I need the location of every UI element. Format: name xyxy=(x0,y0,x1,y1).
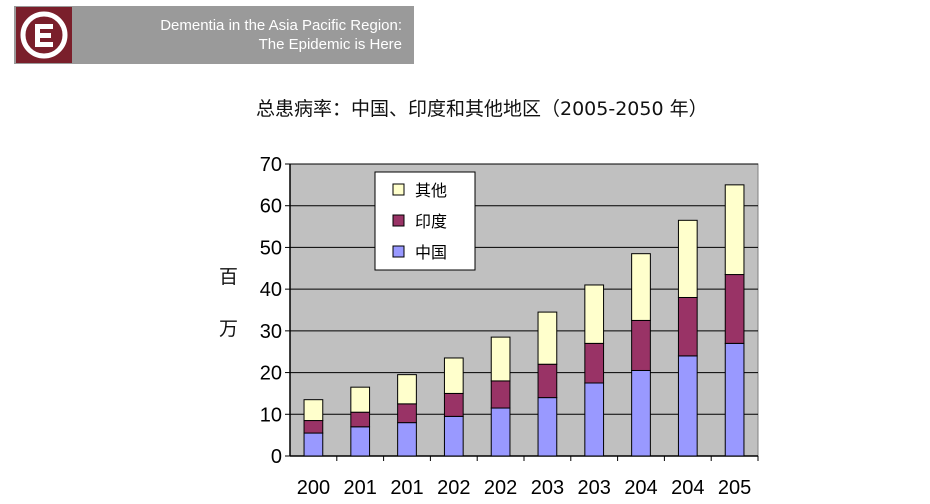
x-tick-label: 202 xyxy=(437,477,470,499)
legend-swatch xyxy=(392,245,405,258)
bar-segment xyxy=(724,274,745,344)
legend-swatch xyxy=(392,183,405,196)
e-logo-icon xyxy=(16,7,72,63)
bar-segment xyxy=(303,399,324,422)
header-title: Dementia in the Asia Pacific Region: The… xyxy=(72,16,414,54)
header-banner: Dementia in the Asia Pacific Region: The… xyxy=(14,6,414,64)
bar-segment xyxy=(397,422,417,457)
legend xyxy=(374,171,476,271)
y-tick-label: 20 xyxy=(260,363,282,385)
chart-title: 总患病率：中国、印度和其他地区（2005-2050 年） xyxy=(256,98,708,120)
bar-segment xyxy=(631,253,651,321)
y-tick-label: 60 xyxy=(260,196,282,218)
bar-segment xyxy=(677,355,698,457)
x-tick-label: 203 xyxy=(578,477,611,499)
bar-segment xyxy=(584,382,605,457)
legend-swatch xyxy=(392,214,405,227)
bar-segment xyxy=(350,386,371,413)
x-tick-label: 201 xyxy=(390,477,423,499)
y-axis-label-char2: 万 xyxy=(219,318,239,340)
header-title-line2: The Epidemic is Here xyxy=(258,36,402,53)
x-tick-label: 202 xyxy=(484,477,517,499)
y-tick-label: 30 xyxy=(260,321,282,343)
bar-segment xyxy=(443,392,464,417)
y-tick-label: 40 xyxy=(260,279,282,301)
bar-segment xyxy=(490,336,511,382)
x-tick-label: 205 xyxy=(718,477,751,499)
legend-label: 其他 xyxy=(415,181,447,200)
bar-segment xyxy=(303,420,324,434)
x-tick-label: 204 xyxy=(624,477,657,499)
bar-segment xyxy=(677,296,698,357)
bar-segment xyxy=(537,397,558,457)
bar-segment xyxy=(397,374,417,405)
legend-label: 印度 xyxy=(415,212,447,231)
bar-segment xyxy=(350,411,371,428)
header-title-line1: Dementia in the Asia Pacific Region: xyxy=(160,17,402,34)
bar-segment xyxy=(584,342,605,384)
x-tick-label: 203 xyxy=(531,477,564,499)
bar-segment xyxy=(350,426,371,457)
bar-segment xyxy=(677,219,698,298)
x-tick-label: 201 xyxy=(344,477,377,499)
y-tick-label: 50 xyxy=(260,237,282,259)
y-tick-label: 70 xyxy=(260,154,282,176)
bar-segment xyxy=(631,369,651,457)
legend-label: 中国 xyxy=(415,243,447,262)
bar-segment xyxy=(537,311,558,365)
bar-segment xyxy=(584,284,605,344)
bar-segment xyxy=(537,363,558,399)
bar-segment xyxy=(303,432,324,457)
x-tick-label: 200 xyxy=(297,477,330,499)
bar-segment xyxy=(724,342,745,457)
bar-segment xyxy=(631,319,651,371)
bar-segment xyxy=(443,357,464,394)
bar-segment xyxy=(397,403,417,424)
bar-segment xyxy=(490,380,511,409)
y-tick-label: 10 xyxy=(260,404,282,426)
x-tick-label: 204 xyxy=(671,477,704,499)
y-tick-label: 0 xyxy=(271,446,282,468)
bar-segment xyxy=(724,184,745,276)
bar-segment xyxy=(490,407,511,457)
y-axis-label-char1: 百 xyxy=(219,266,239,288)
bar-segment xyxy=(443,415,464,457)
